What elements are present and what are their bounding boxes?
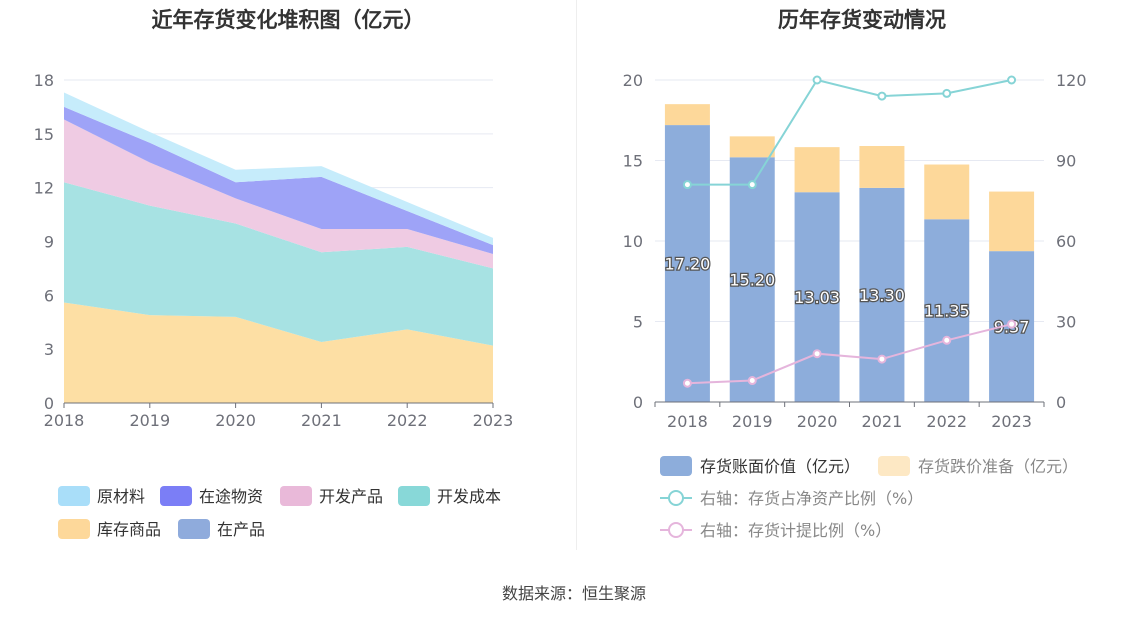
bar-value-label: 13.30 <box>859 286 905 305</box>
area-开发成本 <box>64 182 493 346</box>
line-point <box>812 349 822 359</box>
bar-book-value <box>859 187 905 402</box>
line-point <box>682 378 692 388</box>
chart-divider <box>576 0 577 550</box>
legend-swatch <box>160 486 192 506</box>
y-tick-label: 3 <box>44 340 54 359</box>
area-库存商品 <box>64 302 493 403</box>
x-tick-label: 2020 <box>215 411 256 430</box>
y-tick-label: 5 <box>633 313 643 332</box>
y2-tick-label: 0 <box>1056 393 1066 412</box>
bar-impairment-reserve <box>664 104 710 126</box>
x-tick-label: 2020 <box>797 412 838 431</box>
bar-impairment-reserve <box>729 136 775 158</box>
right-chart-title: 历年存货变动情况 <box>778 8 946 32</box>
y2-tick-label: 60 <box>1056 232 1076 251</box>
y-tick-label: 15 <box>34 125 54 144</box>
legend-swatch <box>398 486 430 506</box>
area-开发产品 <box>64 119 493 269</box>
legend-swatch <box>280 486 312 506</box>
legend-label: 在产品 <box>217 520 265 539</box>
legend-marker <box>668 522 684 538</box>
bar-value-label: 15.20 <box>729 271 775 290</box>
bar-impairment-reserve <box>924 164 970 220</box>
legend-marker <box>668 490 684 506</box>
legend-label: 存货账面价值（亿元） <box>700 457 860 476</box>
area-原材料 <box>64 92 493 246</box>
x-tick-label: 2023 <box>473 411 514 430</box>
legend-swatch <box>58 486 90 506</box>
bar-impairment-reserve <box>989 191 1035 252</box>
left-chart-title: 近年存货变化堆积图（亿元） <box>151 8 425 32</box>
bar-impairment-reserve <box>859 146 905 188</box>
x-tick-label: 2021 <box>862 412 903 431</box>
y-tick-label: 15 <box>623 152 643 171</box>
bar-value-label: 17.20 <box>665 255 711 274</box>
line-point <box>942 88 952 98</box>
legend-label: 在途物资 <box>199 487 263 506</box>
x-tick-label: 2019 <box>732 412 773 431</box>
line-point <box>942 335 952 345</box>
stacked-area-chart: 0 3 6 9 12 15 18 2018 2019 2020 2021 2022 2023 原材料 在途物… <box>34 71 514 539</box>
y2-tick-label: 30 <box>1056 313 1076 332</box>
inventory-bar-line-chart: 0 5 10 15 20 0 30 60 90 120 17.20 15.20 13.03 13.30 11… <box>623 71 1087 540</box>
legend-swatch <box>878 456 910 476</box>
bar-book-value <box>729 157 775 402</box>
line-point <box>877 91 887 101</box>
line-point <box>812 75 822 85</box>
y-tick-label: 0 <box>44 394 54 413</box>
y2-tick-label: 90 <box>1056 152 1076 171</box>
legend-label: 右轴：存货占净资产比例（%） <box>700 489 923 508</box>
data-source: 数据来源：恒生聚源 <box>501 584 646 603</box>
bar-book-value <box>794 192 840 402</box>
line-point <box>747 376 757 386</box>
y-tick-label: 20 <box>623 71 643 90</box>
legend-swatch <box>58 519 90 539</box>
x-tick-label: 2021 <box>301 411 342 430</box>
line-provision-ratio <box>687 323 1012 385</box>
x-tick-label: 2019 <box>129 411 170 430</box>
legend-label: 原材料 <box>97 487 145 506</box>
y-tick-label: 10 <box>623 232 643 251</box>
x-tick-label: 2022 <box>387 411 428 430</box>
line-point <box>682 180 692 190</box>
bar-value-label: 13.03 <box>794 288 840 307</box>
legend-label: 存货跌价准备（亿元） <box>918 457 1078 476</box>
line-point <box>747 180 757 190</box>
bar-book-value <box>664 125 710 402</box>
x-tick-label: 2018 <box>44 411 85 430</box>
legend-label: 开发产品 <box>319 487 383 506</box>
line-inventory-ratio <box>687 78 1012 186</box>
area-在途物资 <box>64 106 493 255</box>
y-tick-label: 9 <box>44 233 54 252</box>
bar-value-label: 11.35 <box>924 302 970 321</box>
x-tick-label: 2022 <box>926 412 967 431</box>
y-tick-label: 0 <box>633 393 643 412</box>
x-tick-label: 2023 <box>991 412 1032 431</box>
y-tick-label: 18 <box>34 71 54 90</box>
y-tick-label: 12 <box>34 179 54 198</box>
legend-label: 库存商品 <box>97 520 161 539</box>
y2-tick-label: 120 <box>1056 71 1087 90</box>
line-point <box>1007 319 1017 329</box>
legend-label: 开发成本 <box>437 487 501 506</box>
bar-book-value <box>924 219 970 402</box>
x-tick-label: 2018 <box>667 412 708 431</box>
line-point <box>1007 75 1017 85</box>
y-tick-label: 6 <box>44 286 54 305</box>
legend-label: 右轴：存货计提比例（%） <box>700 521 891 540</box>
line-point <box>877 354 887 364</box>
legend-swatch <box>660 456 692 476</box>
bar-impairment-reserve <box>794 147 840 193</box>
legend-swatch <box>178 519 210 539</box>
